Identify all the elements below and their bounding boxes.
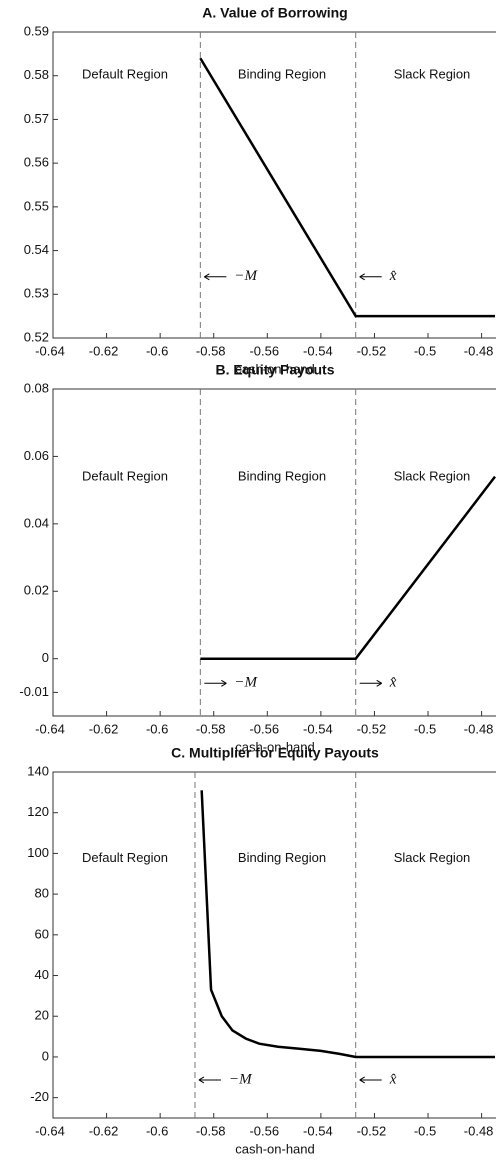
x-tick-label: -0.5 bbox=[414, 1123, 436, 1138]
x-tick-label: -0.5 bbox=[414, 343, 436, 358]
region-label: Slack Region bbox=[394, 66, 471, 81]
y-tick-label: 0.54 bbox=[24, 242, 49, 257]
y-tick-label: 80 bbox=[35, 886, 49, 901]
data-line bbox=[200, 475, 496, 660]
data-line bbox=[200, 790, 495, 1059]
y-tick-label: 0.56 bbox=[24, 155, 49, 170]
y-tick-label: 20 bbox=[35, 1008, 49, 1023]
x-axis-label: cash-on-hand bbox=[235, 1141, 315, 1156]
chart-title: C. Multiplier for Equity Payouts bbox=[171, 745, 379, 761]
x-tick-label: -0.56 bbox=[249, 343, 279, 358]
x-tick-label: -0.48 bbox=[464, 721, 494, 736]
x-tick-label: -0.52 bbox=[357, 721, 387, 736]
y-tick-label: 140 bbox=[27, 763, 49, 778]
x-tick-label: -0.56 bbox=[249, 1123, 279, 1138]
y-tick-label: 0.57 bbox=[24, 111, 49, 126]
x-tick-label: -0.54 bbox=[303, 1123, 333, 1138]
annotation: x̂ bbox=[389, 675, 397, 691]
x-tick-label: -0.48 bbox=[464, 1123, 494, 1138]
x-tick-label: -0.64 bbox=[35, 1123, 65, 1138]
annotation-arrowhead bbox=[198, 1076, 205, 1084]
y-tick-label: 0.08 bbox=[24, 380, 49, 395]
x-tick-label: -0.5 bbox=[414, 721, 436, 736]
x-tick-label: -0.48 bbox=[464, 343, 494, 358]
region-label: Slack Region bbox=[394, 469, 471, 484]
region-label: Binding Region bbox=[238, 850, 326, 865]
x-axis-label: cash-on-hand bbox=[235, 361, 315, 376]
x-tick-label: -0.62 bbox=[89, 721, 119, 736]
y-tick-label: -20 bbox=[30, 1089, 49, 1104]
y-tick-label: 0.52 bbox=[24, 329, 49, 344]
y-tick-label: 40 bbox=[35, 967, 49, 982]
x-tick-label: -0.54 bbox=[303, 721, 333, 736]
annotation: x̂ bbox=[389, 268, 397, 284]
x-tick-label: -0.52 bbox=[357, 343, 387, 358]
x-tick-label: -0.58 bbox=[196, 1123, 226, 1138]
y-tick-label: 120 bbox=[27, 804, 49, 819]
y-tick-label: 60 bbox=[35, 926, 49, 941]
plot-frame bbox=[52, 771, 496, 1119]
annotation-arrowhead bbox=[221, 679, 227, 687]
x-tick-label: -0.58 bbox=[196, 343, 226, 358]
data-line bbox=[199, 57, 495, 318]
y-tick-label: 0 bbox=[42, 650, 49, 665]
y-tick-label: 0.55 bbox=[24, 198, 49, 213]
region-label: Binding Region bbox=[238, 66, 326, 81]
y-tick-label: 0.06 bbox=[24, 448, 49, 463]
region-label: Default Region bbox=[82, 66, 168, 81]
y-tick-label: 0.59 bbox=[24, 23, 49, 38]
annotation: −M bbox=[234, 268, 258, 284]
x-tick-label: -0.62 bbox=[89, 343, 119, 358]
annotation-arrowhead bbox=[359, 1076, 365, 1084]
annotation: −M bbox=[234, 675, 258, 691]
y-tick-label: 0.53 bbox=[24, 286, 49, 301]
annotation: −M bbox=[229, 1071, 253, 1087]
y-tick-label: 0.04 bbox=[24, 515, 49, 530]
annotation-arrowhead bbox=[376, 679, 382, 687]
x-tick-label: -0.58 bbox=[196, 721, 226, 736]
x-tick-label: -0.64 bbox=[35, 343, 65, 358]
x-tick-label: -0.54 bbox=[303, 343, 333, 358]
region-label: Slack Region bbox=[394, 850, 471, 865]
annotation: x̂ bbox=[389, 1071, 397, 1087]
x-tick-label: -0.62 bbox=[89, 1123, 119, 1138]
x-axis-label: cash-on-hand bbox=[235, 739, 315, 754]
plot-frame bbox=[52, 31, 496, 339]
x-tick-label: -0.64 bbox=[35, 721, 65, 736]
x-tick-label: -0.52 bbox=[357, 1123, 387, 1138]
region-label: Default Region bbox=[82, 850, 168, 865]
y-tick-label: 100 bbox=[27, 845, 49, 860]
y-tick-label: 0.58 bbox=[24, 67, 49, 82]
chart-title: B. Equity Payouts bbox=[215, 362, 334, 378]
x-tick-label: -0.56 bbox=[249, 721, 279, 736]
plot-frame bbox=[52, 388, 496, 717]
chart-title: A. Value of Borrowing bbox=[202, 5, 347, 21]
region-label: Binding Region bbox=[238, 469, 326, 484]
annotation-arrowhead bbox=[204, 273, 210, 281]
x-tick-label: -0.6 bbox=[146, 343, 168, 358]
y-tick-label: 0 bbox=[42, 1048, 49, 1063]
y-tick-label: 0.02 bbox=[24, 583, 49, 598]
annotation-arrowhead bbox=[359, 273, 365, 281]
x-tick-label: -0.6 bbox=[146, 721, 168, 736]
region-label: Default Region bbox=[82, 469, 168, 484]
y-tick-label: -0.01 bbox=[19, 684, 49, 699]
x-tick-label: -0.6 bbox=[146, 1123, 168, 1138]
